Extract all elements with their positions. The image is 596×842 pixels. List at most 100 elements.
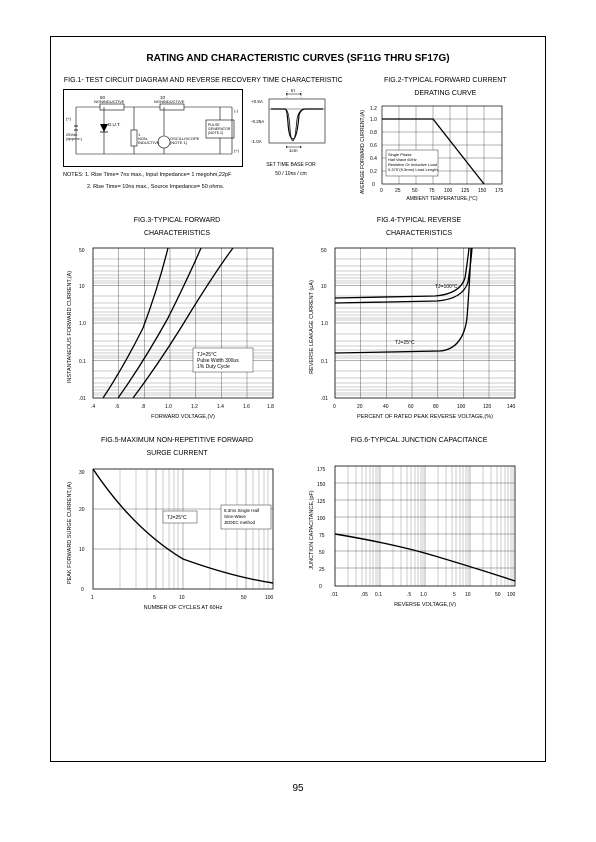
svg-text:8.3ms Single Half: 8.3ms Single Half [224, 508, 260, 513]
svg-text:Sine-Wave: Sine-Wave [224, 514, 246, 519]
svg-text:TJ=25°C: TJ=25°C [167, 515, 187, 521]
svg-text:0.2: 0.2 [370, 169, 377, 175]
svg-text:(NOTE 2): (NOTE 2) [208, 131, 223, 135]
fig2-t2: DERATING CURVE [358, 89, 533, 98]
fig6: FIG.6-TYPICAL JUNCTION CAPACITANCE [305, 436, 533, 612]
svg-text:100: 100 [317, 516, 326, 522]
row-3: FIG.5-MAXIMUM NON-REPETITIVE FORWARD SUR… [63, 436, 533, 612]
fig2-xl: AMBIENT TEMPERATURE,(°C) [406, 196, 478, 202]
svg-text:5: 5 [453, 592, 456, 598]
svg-text:10: 10 [321, 284, 327, 290]
svg-text:1.2: 1.2 [370, 106, 377, 112]
svg-text:1% Duty Cycle: 1% Duty Cycle [197, 364, 230, 370]
svg-text:NONINDUCTIVE: NONINDUCTIVE [94, 99, 125, 104]
svg-text:PERCENT OF RATED PEAK REVERSE: PERCENT OF RATED PEAK REVERSE VOLTAGE,(%… [357, 414, 493, 420]
svg-text:FORWARD VOLTAGE,(V): FORWARD VOLTAGE,(V) [151, 414, 215, 420]
svg-text:trr: trr [291, 89, 296, 93]
svg-text:1.0: 1.0 [321, 321, 328, 327]
fig2-yl: AVERAGE FORWARD CURRENT,(A) [360, 110, 366, 194]
scope-cap1: SET TIME BASE FOR [251, 162, 331, 168]
svg-text:.6: .6 [115, 404, 119, 410]
fig1-scope: trr 1cm +0.5A -0.25A -1.0A SET TIME BASE… [251, 89, 331, 192]
fig4: FIG.4-TYPICAL REVERSE CHARACTERISTICS [305, 216, 533, 422]
fig3: FIG.3-TYPICAL FORWARD CHARACTERISTICS [63, 216, 291, 422]
svg-text:0.8: 0.8 [370, 130, 377, 136]
fig2-t1: FIG.2-TYPICAL FORWARD CURRENT [358, 76, 533, 85]
fig2: FIG.2-TYPICAL FORWARD CURRENT DERATING C… [358, 76, 533, 202]
svg-text:60: 60 [408, 404, 414, 410]
svg-text:30: 30 [79, 470, 85, 476]
svg-text:0.1: 0.1 [375, 592, 382, 598]
svg-text:0: 0 [333, 404, 336, 410]
svg-text:.05: .05 [361, 592, 368, 598]
fig1: FIG.1- TEST CIRCUIT DIAGRAM AND REVERSE … [63, 76, 344, 202]
fig5-t2: SURGE CURRENT [63, 449, 291, 458]
svg-text:0.1: 0.1 [321, 359, 328, 365]
svg-text:10: 10 [465, 592, 471, 598]
svg-text:(approx.): (approx.) [66, 136, 83, 141]
svg-text:100: 100 [444, 188, 453, 194]
svg-text:140: 140 [507, 404, 516, 410]
svg-text:0: 0 [319, 584, 322, 590]
fig4-t1: FIG.4-TYPICAL REVERSE [305, 216, 533, 225]
svg-text:.8: .8 [141, 404, 145, 410]
page-number: 95 [0, 783, 596, 794]
svg-text:.4: .4 [91, 404, 95, 410]
fig1-notes2: 2. Rise Time= 10ns max., Source Impedanc… [87, 183, 243, 191]
svg-text:10: 10 [179, 595, 185, 601]
svg-text:25: 25 [319, 567, 325, 573]
svg-text:1.4: 1.4 [217, 404, 224, 410]
svg-text:+0.5A: +0.5A [251, 99, 263, 104]
fig1-notes1: NOTES: 1. Rise Time= 7ns max., Input Imp… [63, 171, 243, 179]
svg-text:1.0: 1.0 [79, 321, 86, 327]
svg-text:0.4: 0.4 [370, 156, 377, 162]
svg-text:NUMBER OF CYCLES AT 60Hz: NUMBER OF CYCLES AT 60Hz [144, 605, 223, 611]
svg-text:1: 1 [91, 595, 94, 601]
svg-text:1.8: 1.8 [267, 404, 274, 410]
svg-text:INDUCTIVE: INDUCTIVE [138, 140, 160, 145]
svg-text:REVERSE VOLTAGE,(V): REVERSE VOLTAGE,(V) [394, 602, 456, 608]
svg-text:50: 50 [241, 595, 247, 601]
scope-cap2: 50 / 10ns / cm [251, 171, 331, 177]
svg-text:(+): (+) [234, 148, 240, 153]
svg-text:(NOTE 1): (NOTE 1) [170, 140, 188, 145]
svg-text:0: 0 [380, 188, 383, 194]
svg-text:25: 25 [395, 188, 401, 194]
svg-text:100: 100 [265, 595, 274, 601]
svg-text:.01: .01 [79, 396, 86, 402]
fig5: FIG.5-MAXIMUM NON-REPETITIVE FORWARD SUR… [63, 436, 291, 612]
fig3-t2: CHARACTERISTICS [63, 229, 291, 238]
svg-text:0.1: 0.1 [79, 359, 86, 365]
svg-text:125: 125 [317, 499, 326, 505]
svg-text:10: 10 [79, 547, 85, 553]
svg-text:120: 120 [483, 404, 492, 410]
svg-text:(-): (-) [234, 108, 239, 113]
svg-text:50: 50 [412, 188, 418, 194]
svg-text:100: 100 [457, 404, 466, 410]
svg-text:80: 80 [433, 404, 439, 410]
fig1-title: FIG.1- TEST CIRCUIT DIAGRAM AND REVERSE … [63, 76, 344, 85]
main-title: RATING AND CHARACTERISTIC CURVES (SF11G … [63, 53, 533, 64]
row-2: FIG.3-TYPICAL FORWARD CHARACTERISTICS [63, 216, 533, 422]
svg-text:1.0: 1.0 [420, 592, 427, 598]
svg-text:1.6: 1.6 [243, 404, 250, 410]
svg-text:NONINDUCTIVE: NONINDUCTIVE [154, 99, 185, 104]
svg-text:20: 20 [79, 507, 85, 513]
svg-text:5: 5 [153, 595, 156, 601]
fig4-t2: CHARACTERISTICS [305, 229, 533, 238]
svg-text:50: 50 [321, 248, 327, 254]
svg-text:1.0: 1.0 [165, 404, 172, 410]
fig3-t1: FIG.3-TYPICAL FORWARD [63, 216, 291, 225]
svg-text:1.0: 1.0 [370, 117, 377, 123]
svg-text:.5: .5 [407, 592, 411, 598]
fig5-t1: FIG.5-MAXIMUM NON-REPETITIVE FORWARD [63, 436, 291, 445]
svg-text:TJ=100°C: TJ=100°C [435, 284, 458, 290]
fig6-t: FIG.6-TYPICAL JUNCTION CAPACITANCE [305, 436, 533, 445]
svg-text:50: 50 [79, 248, 85, 254]
svg-text:150: 150 [478, 188, 487, 194]
svg-text:175: 175 [495, 188, 504, 194]
svg-text:10: 10 [79, 284, 85, 290]
svg-text:75: 75 [429, 188, 435, 194]
fig1-circuit: 50 NONINDUCTIVE 10 NONINDUCTIVE (+) 25Vd… [63, 89, 243, 192]
svg-text:(+): (+) [66, 116, 72, 121]
